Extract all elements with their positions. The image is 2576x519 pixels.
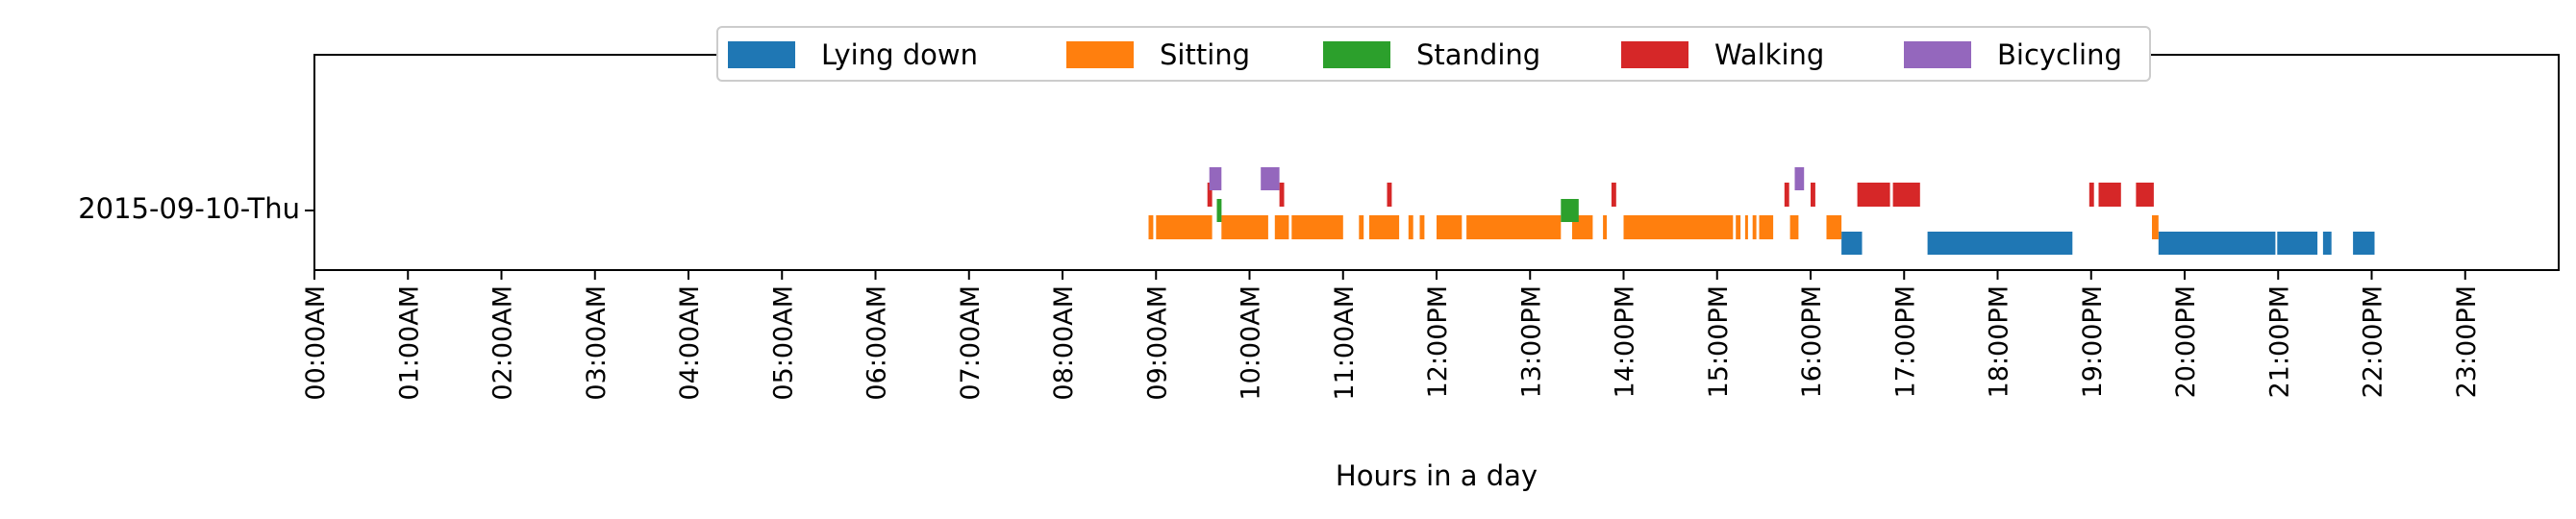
- x-tick-label: 16:00PM: [1797, 285, 1827, 398]
- x-tick-label: 15:00PM: [1704, 285, 1734, 398]
- x-tick-label: 14:00PM: [1611, 285, 1640, 398]
- legend-swatch-lying-down: [728, 41, 795, 68]
- bar-walking-3: [1611, 183, 1616, 207]
- x-tick-label: 23:00PM: [2452, 285, 2482, 398]
- bar-sitting-14: [1736, 215, 1741, 239]
- x-tick-label: 06:00AM: [863, 285, 892, 401]
- bar-sitting-3: [1274, 215, 1289, 239]
- bar-lying-down-3: [2277, 232, 2318, 255]
- y-tick-label: 2015-09-10-Thu: [78, 192, 300, 225]
- bar-sitting-6: [1369, 215, 1400, 239]
- bar-lying-down-4: [2322, 232, 2332, 255]
- bar-sitting-15: [1744, 215, 1748, 239]
- x-tick-label: 09:00AM: [1142, 285, 1172, 401]
- legend: Lying down Sitting Standing Walking Bicyclin…: [716, 26, 2151, 82]
- legend-label-standing: Standing: [1416, 38, 1540, 71]
- x-tick-label: 19:00PM: [2078, 285, 2108, 398]
- bar-sitting-13: [1623, 215, 1734, 239]
- x-tick-label: 22:00PM: [2359, 285, 2388, 398]
- bar-sitting-1: [1156, 215, 1213, 239]
- bar-bicycling-2: [1794, 167, 1805, 190]
- bar-lying-down-0: [1841, 232, 1863, 255]
- x-tick-label: 01:00AM: [394, 285, 424, 401]
- bar-lying-down-2: [2158, 232, 2276, 255]
- bar-walking-5: [1811, 183, 1815, 207]
- bar-bicycling-0: [1209, 167, 1222, 190]
- bar-sitting-0: [1148, 215, 1154, 239]
- bar-walking-7: [1892, 183, 1920, 207]
- legend-label-lying-down: Lying down: [821, 38, 978, 71]
- bar-walking-8: [2088, 183, 2094, 207]
- bar-sitting-8: [1419, 215, 1425, 239]
- x-axis-title: Hours in a day: [1336, 459, 1538, 492]
- bar-sitting-4: [1291, 215, 1343, 239]
- x-axis-ticks: 00:00AM 01:00AM 02:00AM 03:00AM 04:00AM 05:00…: [301, 270, 2482, 401]
- activity-bars: [1148, 167, 2375, 255]
- x-tick-label: 02:00AM: [488, 285, 518, 401]
- bar-sitting-9: [1437, 215, 1463, 239]
- plot-area: 00:00AM 01:00AM 02:00AM 03:00AM 04:00AM 05:00…: [78, 54, 2560, 492]
- bar-sitting-10: [1466, 215, 1562, 239]
- bar-walking-4: [1784, 183, 1789, 207]
- bar-sitting-18: [1789, 215, 1799, 239]
- bar-sitting-20: [2152, 215, 2159, 239]
- legend-label-bicycling: Bicycling: [1997, 38, 2122, 71]
- x-tick-label: 04:00AM: [675, 285, 705, 401]
- legend-swatch-sitting: [1066, 41, 1134, 68]
- bar-sitting-19: [1826, 215, 1842, 239]
- bar-sitting-17: [1759, 215, 1774, 239]
- x-tick-label: 07:00AM: [956, 285, 986, 401]
- bar-walking-10: [2136, 183, 2154, 207]
- legend-label-walking: Walking: [1714, 38, 1824, 71]
- x-tick-label: 12:00PM: [1423, 285, 1453, 398]
- x-tick-label: 18:00PM: [1985, 285, 2014, 398]
- bar-walking-9: [2098, 183, 2121, 207]
- bar-sitting-7: [1408, 215, 1413, 239]
- bar-sitting-2: [1221, 215, 1268, 239]
- bar-walking-6: [1857, 183, 1890, 207]
- bar-lying-down-1: [1927, 232, 2073, 255]
- bar-sitting-5: [1359, 215, 1364, 239]
- bar-lying-down-5: [2353, 232, 2375, 255]
- bar-walking-0: [1207, 183, 1213, 207]
- x-tick-label: 08:00AM: [1049, 285, 1079, 401]
- bar-walking-1: [1279, 183, 1285, 207]
- x-tick-label: 00:00AM: [301, 285, 331, 401]
- x-tick-label: 13:00PM: [1516, 285, 1546, 398]
- legend-swatch-standing: [1323, 41, 1390, 68]
- bar-sitting-12: [1603, 215, 1607, 239]
- x-tick-label: 20:00PM: [2171, 285, 2201, 398]
- y-axis: 2015-09-10-Thu: [78, 192, 314, 225]
- legend-swatch-bicycling: [1904, 41, 1971, 68]
- bar-standing-0: [1216, 199, 1222, 222]
- bar-standing-1: [1561, 199, 1579, 222]
- x-tick-label: 21:00PM: [2264, 285, 2294, 398]
- bar-bicycling-1: [1261, 167, 1280, 190]
- legend-label-sitting: Sitting: [1160, 38, 1250, 71]
- x-tick-label: 17:00PM: [1890, 285, 1920, 398]
- x-tick-label: 05:00AM: [768, 285, 798, 401]
- bar-walking-2: [1387, 183, 1392, 207]
- x-tick-label: 03:00AM: [582, 285, 612, 401]
- x-tick-label: 11:00AM: [1330, 285, 1360, 401]
- bar-sitting-16: [1752, 215, 1757, 239]
- x-tick-label: 10:00AM: [1237, 285, 1266, 401]
- legend-swatch-walking: [1621, 41, 1688, 68]
